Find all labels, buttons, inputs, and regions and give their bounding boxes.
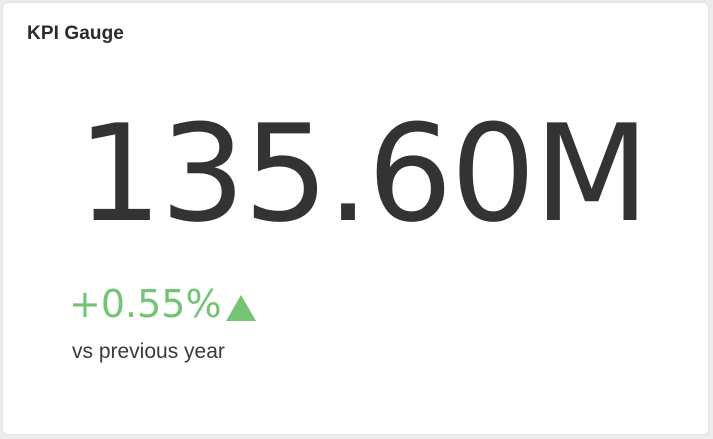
delta-value: +0.55% [69,282,222,326]
card-title: KPI Gauge [27,23,124,44]
kpi-value: 135.60M [77,96,649,252]
delta-indicator: +0.55% [69,285,256,323]
comparison-label: vs previous year [72,340,225,363]
triangle-up-icon [225,295,256,321]
kpi-card: KPI Gauge 135.60M +0.55% vs previous yea… [2,2,709,435]
